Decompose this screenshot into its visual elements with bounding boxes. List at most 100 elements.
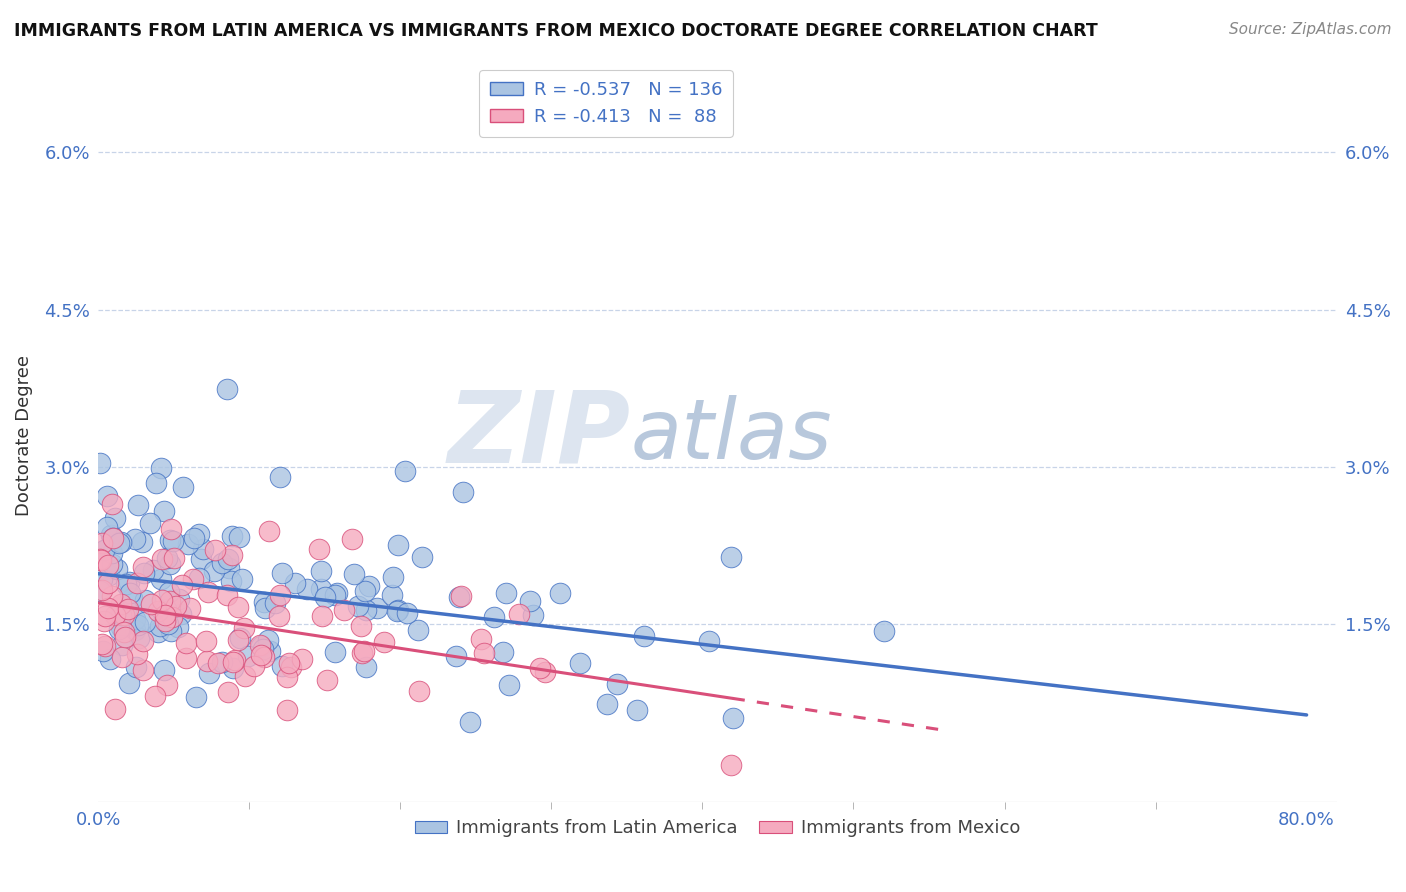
Point <box>529 661 551 675</box>
Point <box>217 382 239 396</box>
Point <box>197 665 219 680</box>
Point <box>297 582 319 597</box>
Point <box>170 578 193 592</box>
Point <box>89 552 111 566</box>
Point <box>472 647 495 661</box>
Point <box>323 645 346 659</box>
Point <box>93 543 115 558</box>
Point <box>218 561 240 575</box>
Point <box>159 522 181 536</box>
Point <box>354 584 377 599</box>
Point <box>149 461 172 475</box>
Point <box>385 604 408 618</box>
Point <box>188 571 211 585</box>
Point <box>160 624 183 638</box>
Point <box>333 603 356 617</box>
Point <box>253 594 276 608</box>
Point <box>596 697 619 711</box>
Point <box>353 644 375 658</box>
Point <box>226 633 249 648</box>
Point <box>217 552 239 566</box>
Point <box>249 648 271 662</box>
Point <box>149 618 172 632</box>
Point <box>149 573 172 587</box>
Point <box>127 575 149 590</box>
Point <box>284 576 307 591</box>
Point <box>450 589 472 603</box>
Point <box>222 655 245 669</box>
Point <box>104 510 127 524</box>
Point <box>111 639 134 653</box>
Point <box>723 711 745 725</box>
Point <box>311 608 333 623</box>
Point <box>217 685 239 699</box>
Point <box>121 591 143 606</box>
Point <box>470 632 492 646</box>
Point <box>233 668 256 682</box>
Point <box>211 656 233 670</box>
Point <box>90 637 112 651</box>
Point <box>97 600 120 615</box>
Point <box>139 598 162 612</box>
Point <box>120 586 142 600</box>
Point <box>221 529 243 543</box>
Point <box>498 678 520 692</box>
Point <box>155 602 177 616</box>
Point <box>132 633 155 648</box>
Point <box>183 531 205 545</box>
Point <box>131 535 153 549</box>
Point <box>215 588 238 602</box>
Point <box>111 649 134 664</box>
Point <box>108 536 131 550</box>
Point <box>179 600 201 615</box>
Point <box>491 645 513 659</box>
Point <box>146 624 169 639</box>
Point <box>568 656 591 670</box>
Point <box>132 663 155 677</box>
Point <box>114 603 136 617</box>
Point <box>125 647 148 661</box>
Point <box>343 567 366 582</box>
Point <box>101 557 124 571</box>
Point <box>291 651 314 665</box>
Point <box>163 550 186 565</box>
Point <box>236 649 259 664</box>
Point <box>104 607 127 622</box>
Point <box>259 644 281 658</box>
Point <box>186 690 208 704</box>
Point <box>174 650 197 665</box>
Point <box>280 660 302 674</box>
Point <box>394 464 416 478</box>
Point <box>101 589 124 603</box>
Point <box>231 572 253 586</box>
Point <box>125 660 148 674</box>
Point <box>128 632 150 646</box>
Point <box>134 592 156 607</box>
Point <box>346 599 368 614</box>
Point <box>101 498 124 512</box>
Point <box>176 537 198 551</box>
Point <box>508 607 530 622</box>
Point <box>350 618 373 632</box>
Point <box>326 586 349 600</box>
Point <box>145 476 167 491</box>
Point <box>221 574 243 589</box>
Point <box>311 582 333 596</box>
Point <box>117 601 139 615</box>
Point <box>110 597 132 611</box>
Point <box>108 622 131 636</box>
Point <box>127 618 149 632</box>
Point <box>309 565 332 579</box>
Point <box>207 656 229 670</box>
Point <box>93 639 115 653</box>
Point <box>100 528 122 542</box>
Point <box>408 684 430 698</box>
Point <box>127 498 149 512</box>
Point <box>873 624 896 639</box>
Point <box>366 601 388 615</box>
Point <box>114 630 136 644</box>
Point <box>250 639 273 653</box>
Point <box>451 484 474 499</box>
Point <box>308 542 330 557</box>
Point <box>110 620 132 634</box>
